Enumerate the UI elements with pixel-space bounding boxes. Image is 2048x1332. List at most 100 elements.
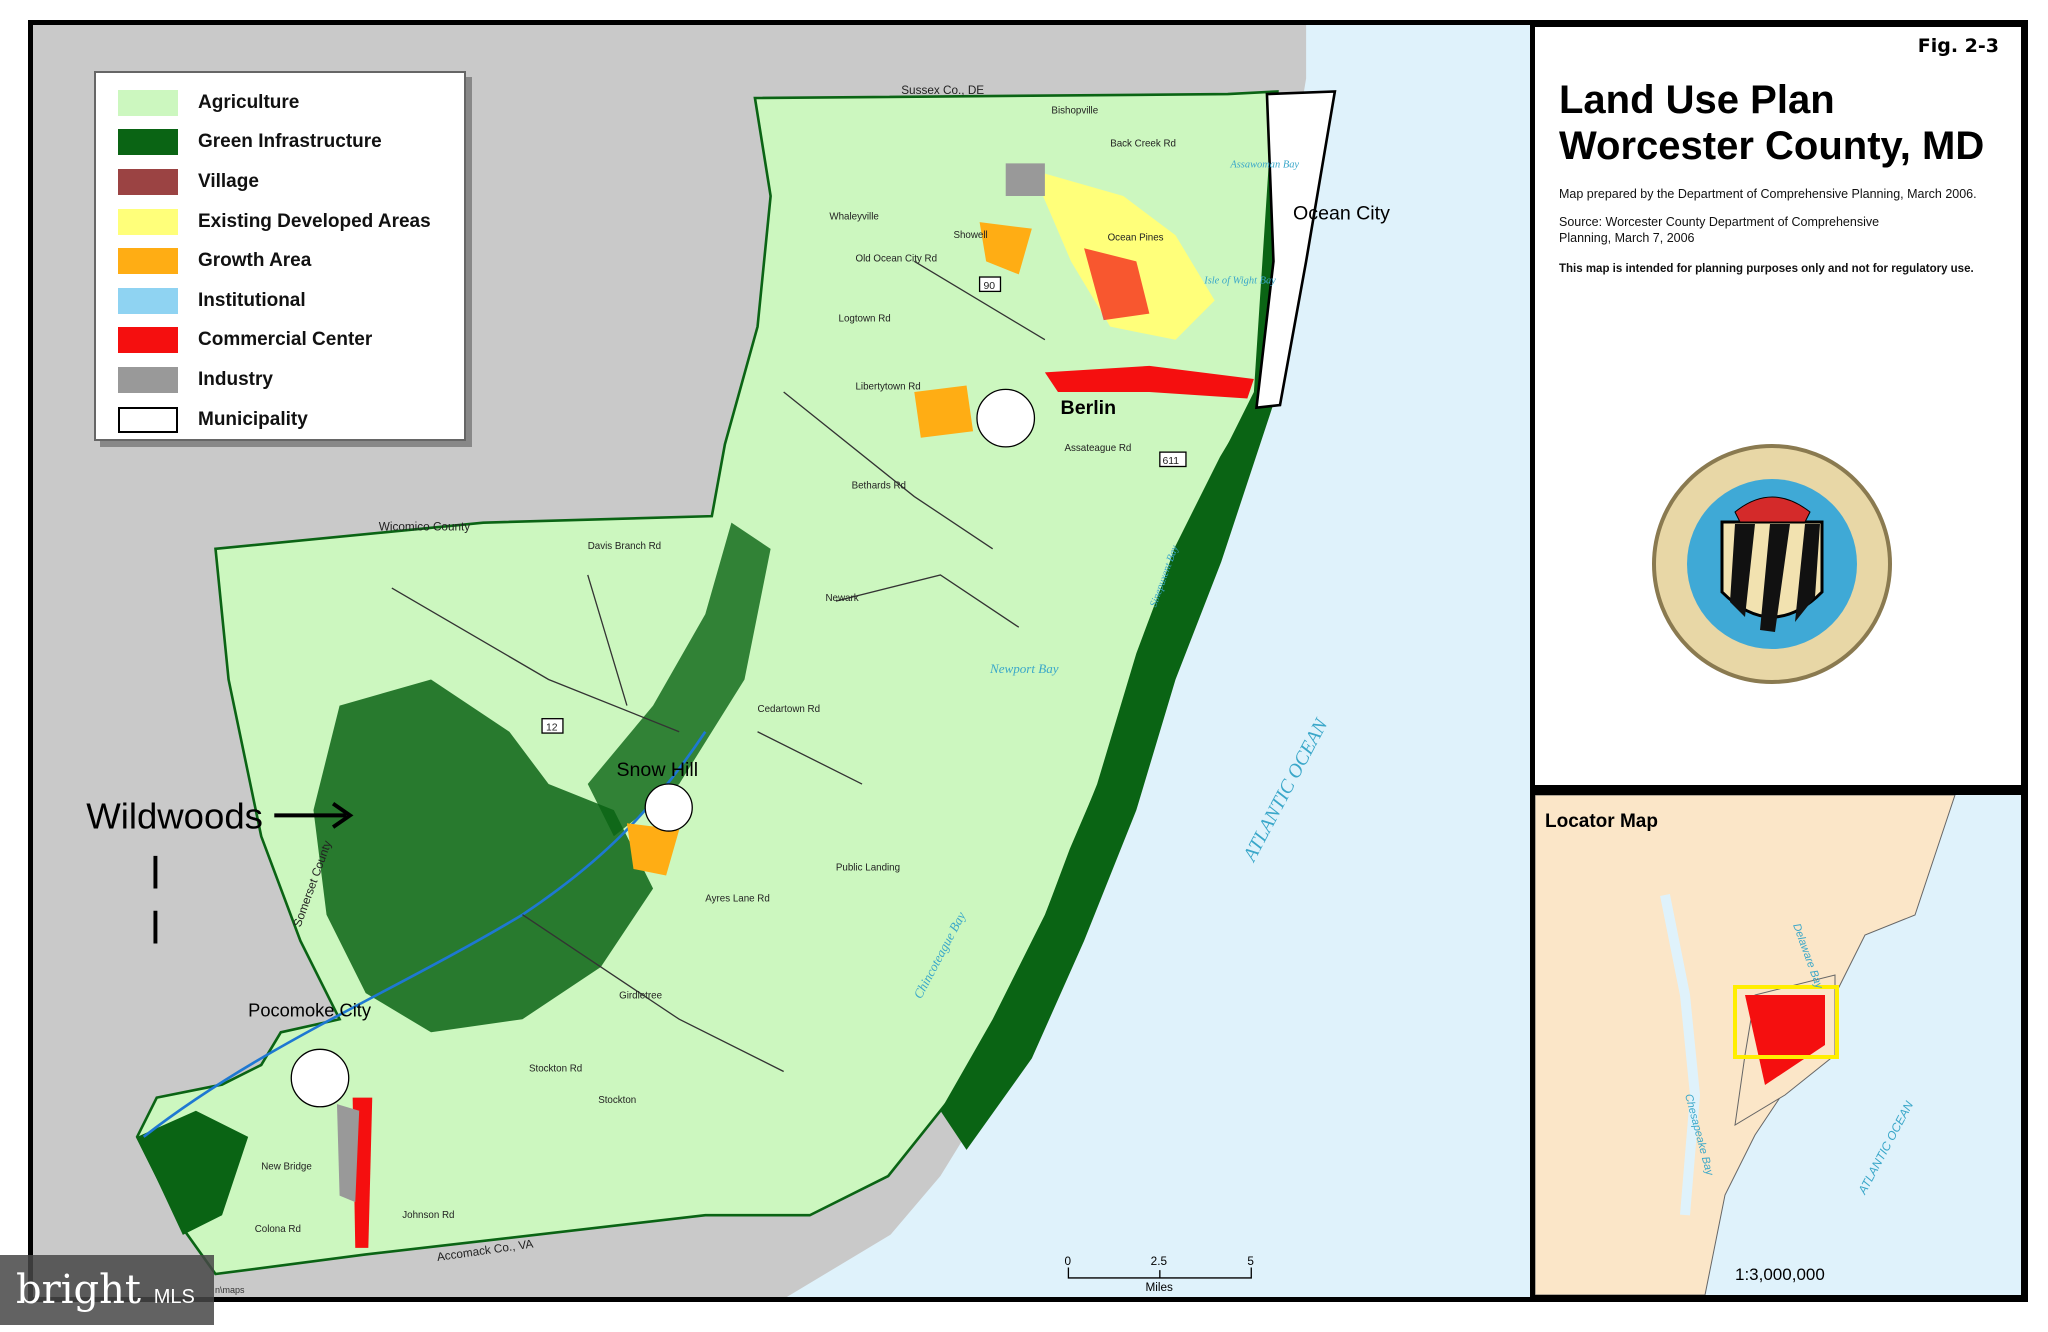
scale-unit: Miles [1145, 1281, 1173, 1294]
legend-label: Existing Developed Areas [198, 210, 431, 232]
label-ayres-lane: Ayres Lane Rd [705, 894, 770, 905]
county-seal-logo [1652, 444, 1892, 684]
label-sussex: Sussex Co., DE [901, 84, 984, 97]
watermark-suffix: MLS [153, 1286, 195, 1308]
source-line-2: Planning, March 7, 2006 [1559, 231, 1695, 245]
label-whaleyville: Whaleyville [829, 212, 878, 223]
label-logtown: Logtown Rd [839, 313, 891, 324]
industry-pocomoke [336, 1104, 360, 1203]
route-611-label: 611 [1162, 456, 1179, 467]
legend-item-agriculture: Agriculture [118, 83, 464, 123]
label-davis-branch: Davis Branch Rd [588, 541, 661, 552]
scale-tick-0: 0 [1064, 1255, 1071, 1268]
label-old-ocean-city: Old Ocean City Rd [856, 253, 938, 264]
legend-label: Institutional [198, 289, 306, 311]
legend-item-green-infrastructure: Green Infrastructure [118, 123, 464, 163]
locator-scale: 1:3,000,000 [1735, 1265, 1825, 1284]
label-ocean-pines: Ocean Pines [1108, 232, 1164, 243]
legend-swatch [118, 208, 178, 235]
wildwoods-annotation: Wildwoods [86, 795, 354, 944]
commercial-route-50 [1044, 365, 1254, 399]
label-new-bridge: New Bridge [261, 1162, 312, 1173]
label-locator-ocean: ATLANTIC OCEAN [1855, 1098, 1916, 1197]
label-snow-hill: Snow Hill [616, 759, 698, 781]
legend-swatch [118, 129, 178, 156]
legend-item-institutional: Institutional [118, 281, 464, 321]
label-pocomoke: Pocomoke City [248, 1000, 372, 1021]
label-public-landing: Public Landing [836, 862, 900, 873]
scale-bar: 0 2.5 5 Miles [1064, 1255, 1254, 1294]
locator-title: Locator Map [1545, 811, 1658, 832]
label-stockton-rd: Stockton Rd [529, 1063, 582, 1074]
scale-tick-5: 5 [1247, 1255, 1254, 1268]
road-network [391, 260, 1046, 1073]
label-johnson: Johnson Rd [402, 1210, 454, 1221]
label-newark: Newark [825, 593, 858, 604]
legend-item-growth-area: Growth Area [118, 241, 464, 281]
municipality-ocean-city [1255, 90, 1337, 410]
legend-item-existing-developed: Existing Developed Areas [118, 202, 464, 242]
label-isle-of-wight-bay: Isle of Wight Bay [1203, 276, 1276, 287]
legend: Agriculture Green Infrastructure Village… [94, 71, 466, 441]
growth-area-showell [979, 222, 1032, 275]
legend-label: Commercial Center [198, 329, 373, 351]
credit-text: n\maps [215, 1285, 245, 1295]
label-assateague: Assateague Rd [1064, 443, 1131, 454]
legend-label: Agriculture [198, 91, 300, 113]
developed-area-ocean-pines [1031, 169, 1215, 340]
growth-area-berlin [914, 385, 974, 438]
legend-label: Industry [198, 368, 273, 390]
route-611-shield [1159, 451, 1187, 468]
route-12-label: 12 [546, 722, 558, 733]
source-line-1: Source: Worcester County Department of C… [1559, 215, 1880, 229]
legend-label: Municipality [198, 408, 308, 430]
figure-number: Fig. 2-3 [1917, 35, 1999, 57]
municipality-berlin [976, 388, 1036, 448]
label-colona: Colona Rd [255, 1224, 301, 1235]
title-panel: Fig. 2-3 Land Use Plan Worcester County,… [1530, 22, 2026, 790]
legend-item-municipality: Municipality [118, 400, 464, 440]
scale-tick-2-5: 2.5 [1151, 1255, 1168, 1268]
disclaimer: This map is intended for planning purpos… [1559, 263, 1974, 275]
route-90-label: 90 [984, 281, 996, 292]
legend-label: Village [198, 170, 259, 192]
growth-area-snow-hill [626, 823, 680, 876]
label-bishopville: Bishopville [1051, 106, 1098, 117]
label-stockton: Stockton [598, 1095, 636, 1106]
legend-item-village: Village [118, 162, 464, 202]
title-line-2: Worcester County, MD [1559, 124, 1985, 168]
label-wicomico: Wicomico County [379, 521, 471, 534]
legend-swatch [118, 327, 178, 354]
map-title: Land Use Plan Worcester County, MD [1559, 77, 1984, 169]
legend-swatch [118, 287, 178, 314]
legend-swatch [118, 406, 178, 433]
watermark-logo: bright MLS [0, 1255, 214, 1325]
watermark-brand: bright [16, 1267, 141, 1313]
green-infrastructure-southwest [137, 1110, 249, 1235]
label-berlin: Berlin [1061, 397, 1116, 419]
legend-swatch [118, 366, 178, 393]
locator-map-graphic: Delaware Bay Chesapeake Bay ATLANTIC OCE… [1535, 795, 1956, 1295]
legend-label: Green Infrastructure [198, 131, 382, 153]
prepared-note: Map prepared by the Department of Compre… [1559, 187, 1977, 201]
label-assawoman-bay: Assawoman Bay [1229, 159, 1299, 170]
legend-swatch [118, 89, 178, 116]
label-back-creek: Back Creek Rd [1110, 138, 1176, 149]
label-bethards: Bethards Rd [852, 481, 906, 492]
green-infrastructure-wildwoods [313, 679, 654, 1033]
title-line-1: Land Use Plan [1559, 78, 1835, 122]
commercial-ocean-pines [1084, 248, 1150, 321]
arrow-right-icon [274, 802, 354, 829]
route-90-shield [978, 276, 1002, 293]
label-ocean-city: Ocean City [1293, 203, 1390, 225]
route-12-shield [541, 718, 564, 734]
municipality-snow-hill [644, 783, 693, 832]
label-girdletree: Girdletree [619, 990, 662, 1001]
legend-label: Growth Area [198, 250, 312, 272]
green-infrastructure-pocomoke-river [587, 522, 771, 837]
label-showell: Showell [953, 230, 987, 241]
industry-north [1005, 163, 1045, 197]
legend-swatch [118, 168, 178, 195]
locator-map: Delaware Bay Chesapeake Bay ATLANTIC OCE… [1530, 790, 2026, 1300]
